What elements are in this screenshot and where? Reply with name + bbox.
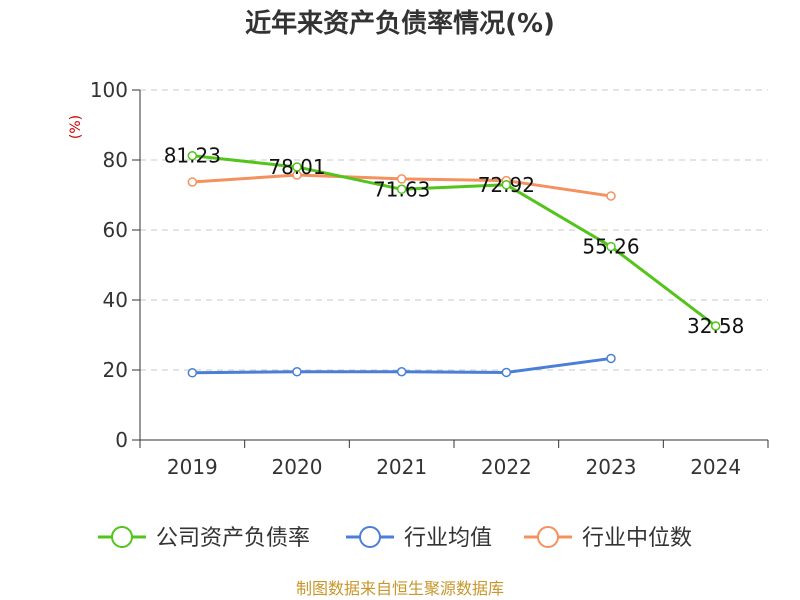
data-point bbox=[187, 368, 198, 378]
x-tick-label: 2021 bbox=[376, 455, 427, 479]
data-point bbox=[187, 150, 198, 161]
legend-item: 公司资产负债率 bbox=[98, 526, 310, 551]
data-point bbox=[396, 184, 407, 195]
legend: 公司资产负债率 行业均值 行业中位数 bbox=[98, 526, 692, 551]
legend-label: 公司资产负债率 bbox=[156, 526, 310, 551]
data-label: 55.26 bbox=[582, 235, 639, 259]
x-tick-label: 2022 bbox=[481, 455, 532, 479]
y-tick-label: 80 bbox=[103, 148, 128, 172]
legend-label: 行业中位数 bbox=[582, 526, 692, 551]
y-tick-label: 40 bbox=[103, 288, 128, 312]
data-label: 81.23 bbox=[164, 144, 221, 168]
legend-marker bbox=[111, 526, 133, 548]
data-point bbox=[606, 241, 616, 252]
data-point bbox=[710, 321, 721, 331]
y-tick-label: 100 bbox=[90, 78, 128, 102]
legend-marker bbox=[537, 526, 559, 548]
x-tick-label: 2019 bbox=[167, 455, 218, 479]
y-tick-label: 0 bbox=[115, 428, 128, 452]
y-axis-unit: (%) bbox=[68, 115, 84, 139]
data-labels: 81.23 78.01 71.63 72.92 55.26 32.58 bbox=[164, 144, 745, 338]
data-label: 72.92 bbox=[478, 173, 535, 197]
axes: 0 20 40 60 80 100 2019 2020 2021 2022 2023 2024 bbox=[90, 78, 769, 479]
chart-title: 近年来资产负债率情况(%) bbox=[245, 8, 555, 39]
data-point bbox=[606, 191, 616, 201]
data-point bbox=[187, 177, 198, 187]
data-point bbox=[501, 367, 512, 378]
series-line bbox=[192, 154, 717, 328]
legend-label: 行业均值 bbox=[404, 526, 492, 551]
data-label: 71.63 bbox=[373, 177, 430, 201]
data-point bbox=[501, 180, 512, 190]
legend-marker bbox=[359, 526, 381, 548]
legend-item: 行业均值 bbox=[346, 526, 492, 551]
data-point bbox=[396, 174, 407, 184]
y-tick-label: 60 bbox=[103, 218, 128, 242]
series bbox=[187, 150, 721, 378]
data-point bbox=[292, 162, 302, 172]
data-point bbox=[292, 367, 302, 377]
data-point bbox=[606, 353, 616, 364]
source-note: 制图数据来自恒生聚源数据库 bbox=[296, 579, 504, 598]
legend-item: 行业中位数 bbox=[524, 526, 692, 551]
data-point bbox=[396, 367, 407, 377]
grid bbox=[140, 89, 768, 371]
data-label: 78.01 bbox=[268, 155, 325, 179]
x-tick-label: 2020 bbox=[272, 455, 323, 479]
x-tick-label: 2023 bbox=[586, 455, 637, 479]
y-tick-label: 20 bbox=[103, 358, 128, 382]
x-tick-label: 2024 bbox=[690, 455, 741, 479]
data-label: 32.58 bbox=[687, 314, 744, 338]
